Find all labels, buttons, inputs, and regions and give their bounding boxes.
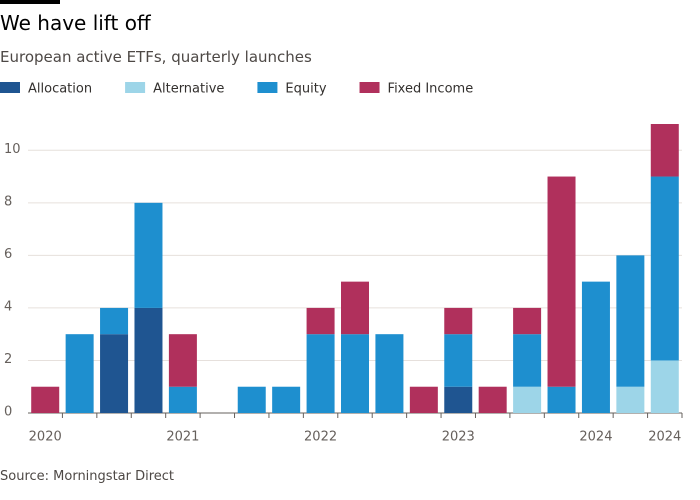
legend-swatch xyxy=(257,82,278,93)
legend-label: Allocation xyxy=(28,82,92,97)
bar-segment xyxy=(616,386,645,413)
bar-segment xyxy=(341,334,369,413)
bar-segment xyxy=(581,281,610,413)
bar-segment xyxy=(409,386,438,413)
bar-segment xyxy=(237,386,266,413)
legend-swatch xyxy=(125,82,146,93)
bar-segment xyxy=(100,334,129,413)
bar-segment xyxy=(134,202,163,308)
bar-segment xyxy=(341,281,369,335)
bar-segment xyxy=(478,386,507,413)
bar-segment xyxy=(650,176,679,361)
bar-segment xyxy=(168,386,197,413)
bar-segment xyxy=(513,334,542,387)
bar-segment xyxy=(547,176,576,387)
x-tick-label: 2024 xyxy=(648,430,681,445)
x-tick-label: 2021 xyxy=(166,430,199,445)
legend-label: Equity xyxy=(285,82,326,97)
y-tick-label: 10 xyxy=(4,142,21,157)
bar-segment xyxy=(444,386,473,413)
bar-segment xyxy=(272,386,301,413)
bar-segment xyxy=(444,334,473,387)
bar-segment xyxy=(100,307,129,335)
bar-segment xyxy=(513,307,542,335)
x-tick-label: 2022 xyxy=(304,430,337,445)
legend-swatch xyxy=(0,82,20,93)
y-tick-label: 6 xyxy=(4,247,12,262)
bar-segment xyxy=(650,360,679,413)
bar-segment xyxy=(168,334,197,387)
bar-segment xyxy=(513,386,542,413)
bar-segment xyxy=(547,386,576,413)
y-tick-label: 8 xyxy=(4,194,12,209)
x-tick-label: 2024 xyxy=(579,430,612,445)
brand-bar xyxy=(0,0,60,4)
bar-segment xyxy=(306,307,335,335)
source: Source: Morningstar Direct xyxy=(0,469,174,484)
bar-segment xyxy=(375,334,404,413)
x-tick-label: 2023 xyxy=(442,430,475,445)
chart-subtitle: European active ETFs, quarterly launches xyxy=(0,48,312,66)
y-tick-label: 2 xyxy=(4,352,12,367)
x-tick-label: 2020 xyxy=(29,430,62,445)
legend-swatch xyxy=(359,82,380,93)
bar-segment xyxy=(306,334,335,413)
bar-segment xyxy=(650,124,679,177)
bar-segment xyxy=(65,334,94,413)
y-tick-label: 0 xyxy=(4,405,12,420)
legend-label: Fixed Income xyxy=(388,82,474,97)
chart-title: We have lift off xyxy=(0,11,152,35)
legend-label: Alternative xyxy=(153,82,224,97)
bar-segment xyxy=(31,386,60,413)
bar-segment xyxy=(616,255,645,387)
bar-segment xyxy=(444,307,473,335)
bar-segment xyxy=(134,307,163,413)
y-tick-label: 4 xyxy=(4,299,12,314)
